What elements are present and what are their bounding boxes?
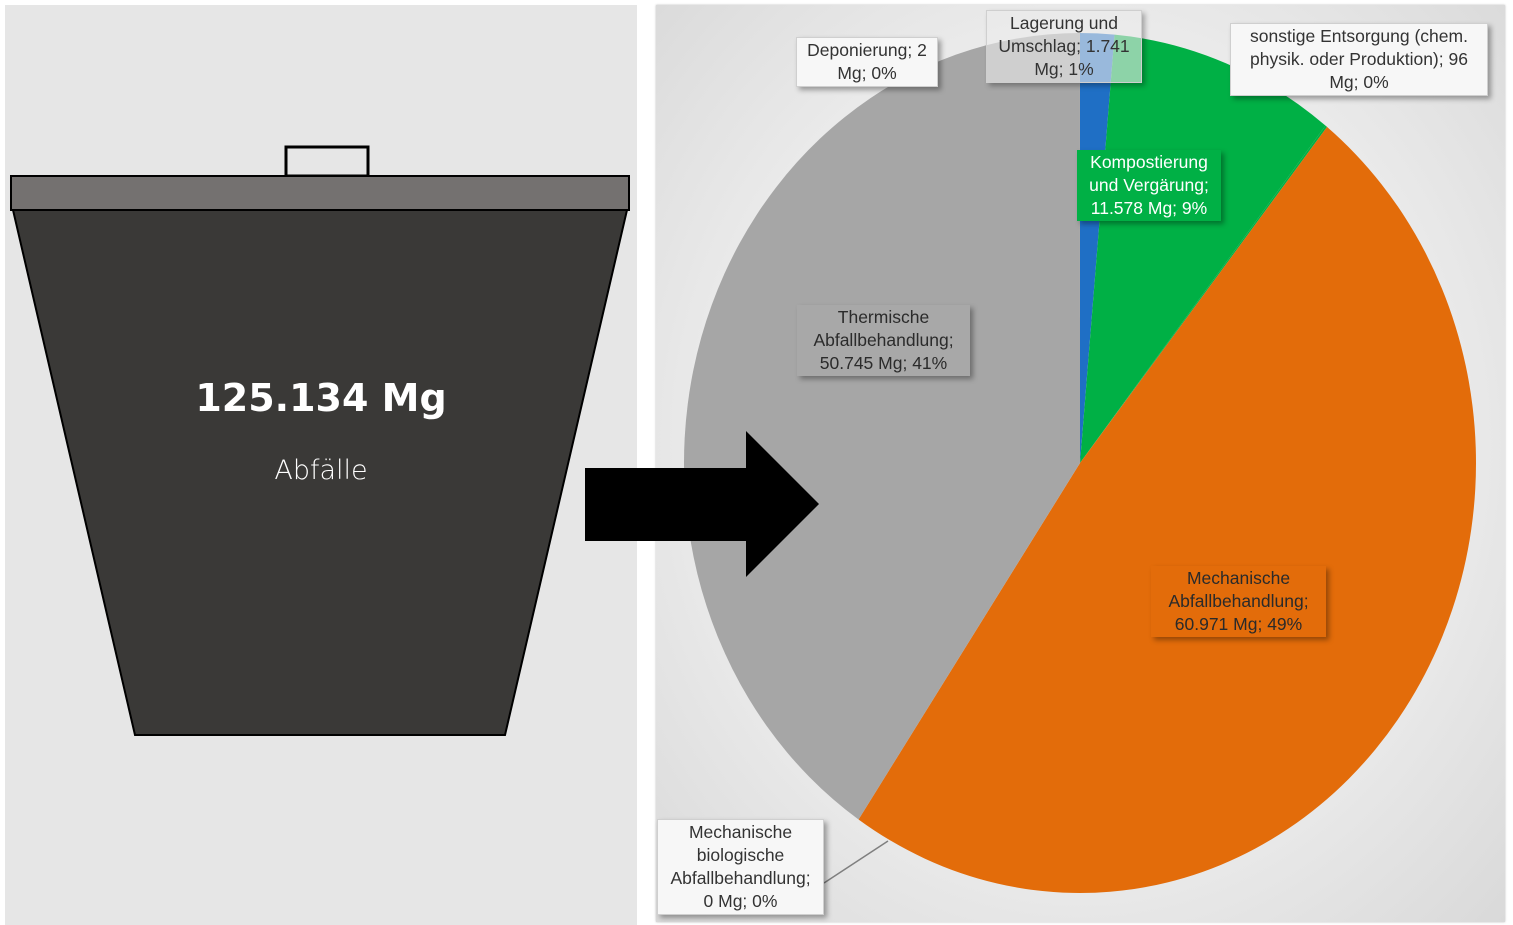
label-thermische: Thermische Abfallbehandlung; 50.745 Mg; 41… bbox=[797, 305, 970, 376]
mbt-leader-line bbox=[823, 840, 889, 884]
pie-slice-lagerung-und-umschlag bbox=[1080, 33, 1115, 463]
total-waste-value: 125.134 Mg bbox=[195, 376, 447, 420]
label-kompostierung: Kompostierung und Vergärung; 11.578 Mg; 9% bbox=[1077, 150, 1221, 221]
waste-bin-graphic bbox=[10, 145, 630, 736]
pie-slice-mechanische-abfallbehandlung bbox=[858, 126, 1476, 894]
label-sonstige: sonstige Entsorgung (chem. physik. oder P… bbox=[1230, 23, 1488, 96]
pie-slice-sonstige-entsorgung-chem-physik-oder-produktion bbox=[1080, 125, 1328, 463]
label-mechanische: Mechanische Abfallbehandlung; 60.971 Mg; 4… bbox=[1151, 566, 1326, 637]
pie-slice-kompostierung-und-vergärung bbox=[1080, 34, 1326, 464]
total-waste-label: Abfälle bbox=[274, 455, 368, 486]
pie-slice-thermische-abfallbehandlung bbox=[683, 33, 1080, 820]
label-mbt: Mechanische biologische Abfallbehandlung; 0… bbox=[657, 819, 824, 915]
label-lagerung: Lagerung und Umschlag; 1.741 Mg; 1% bbox=[986, 10, 1142, 83]
pie-chart-panel: Deponierung; 2 Mg; 0% Lagerung und Umschla… bbox=[656, 5, 1505, 922]
label-deponierung: Deponierung; 2 Mg; 0% bbox=[796, 37, 938, 87]
bin-body bbox=[11, 209, 629, 736]
bin-handle bbox=[284, 145, 370, 178]
pie-chart bbox=[683, 33, 1476, 894]
bin-lid bbox=[10, 175, 630, 211]
